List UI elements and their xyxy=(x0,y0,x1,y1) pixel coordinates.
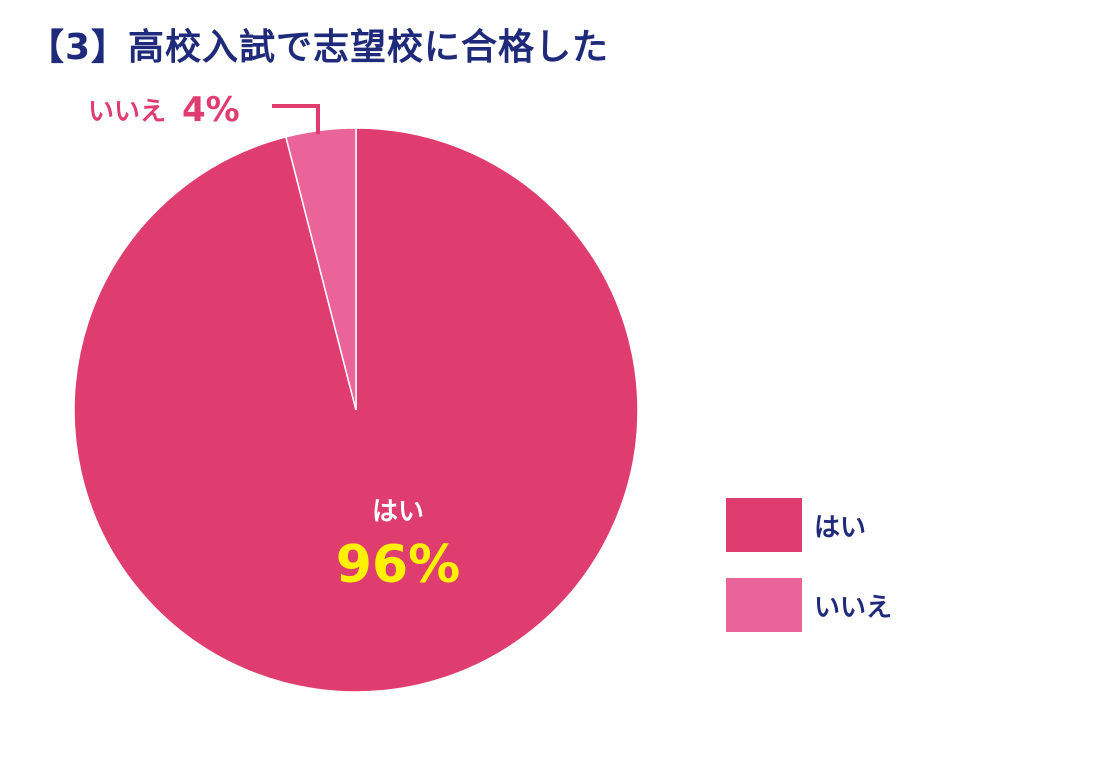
legend-label-no: いいえ xyxy=(814,592,893,623)
legend-swatch-no xyxy=(726,578,802,632)
legend: はい いいえ xyxy=(726,498,892,658)
legend-item-no: いいえ xyxy=(726,578,892,632)
legend-item-yes: はい xyxy=(726,498,892,552)
slice-label-no-value: 4% xyxy=(182,90,240,130)
legend-swatch-yes xyxy=(726,498,802,552)
legend-label-yes: はい xyxy=(814,512,867,543)
leader-line-no xyxy=(272,104,320,135)
slice-label-yes-name: はい xyxy=(372,497,424,527)
pie-slice-no xyxy=(284,127,357,411)
slice-label-no-name: いいえ xyxy=(88,97,166,127)
slice-label-yes-value: 96% xyxy=(336,535,460,595)
chart-title: 【3】高校入試で志望校に合格した xyxy=(28,27,610,68)
